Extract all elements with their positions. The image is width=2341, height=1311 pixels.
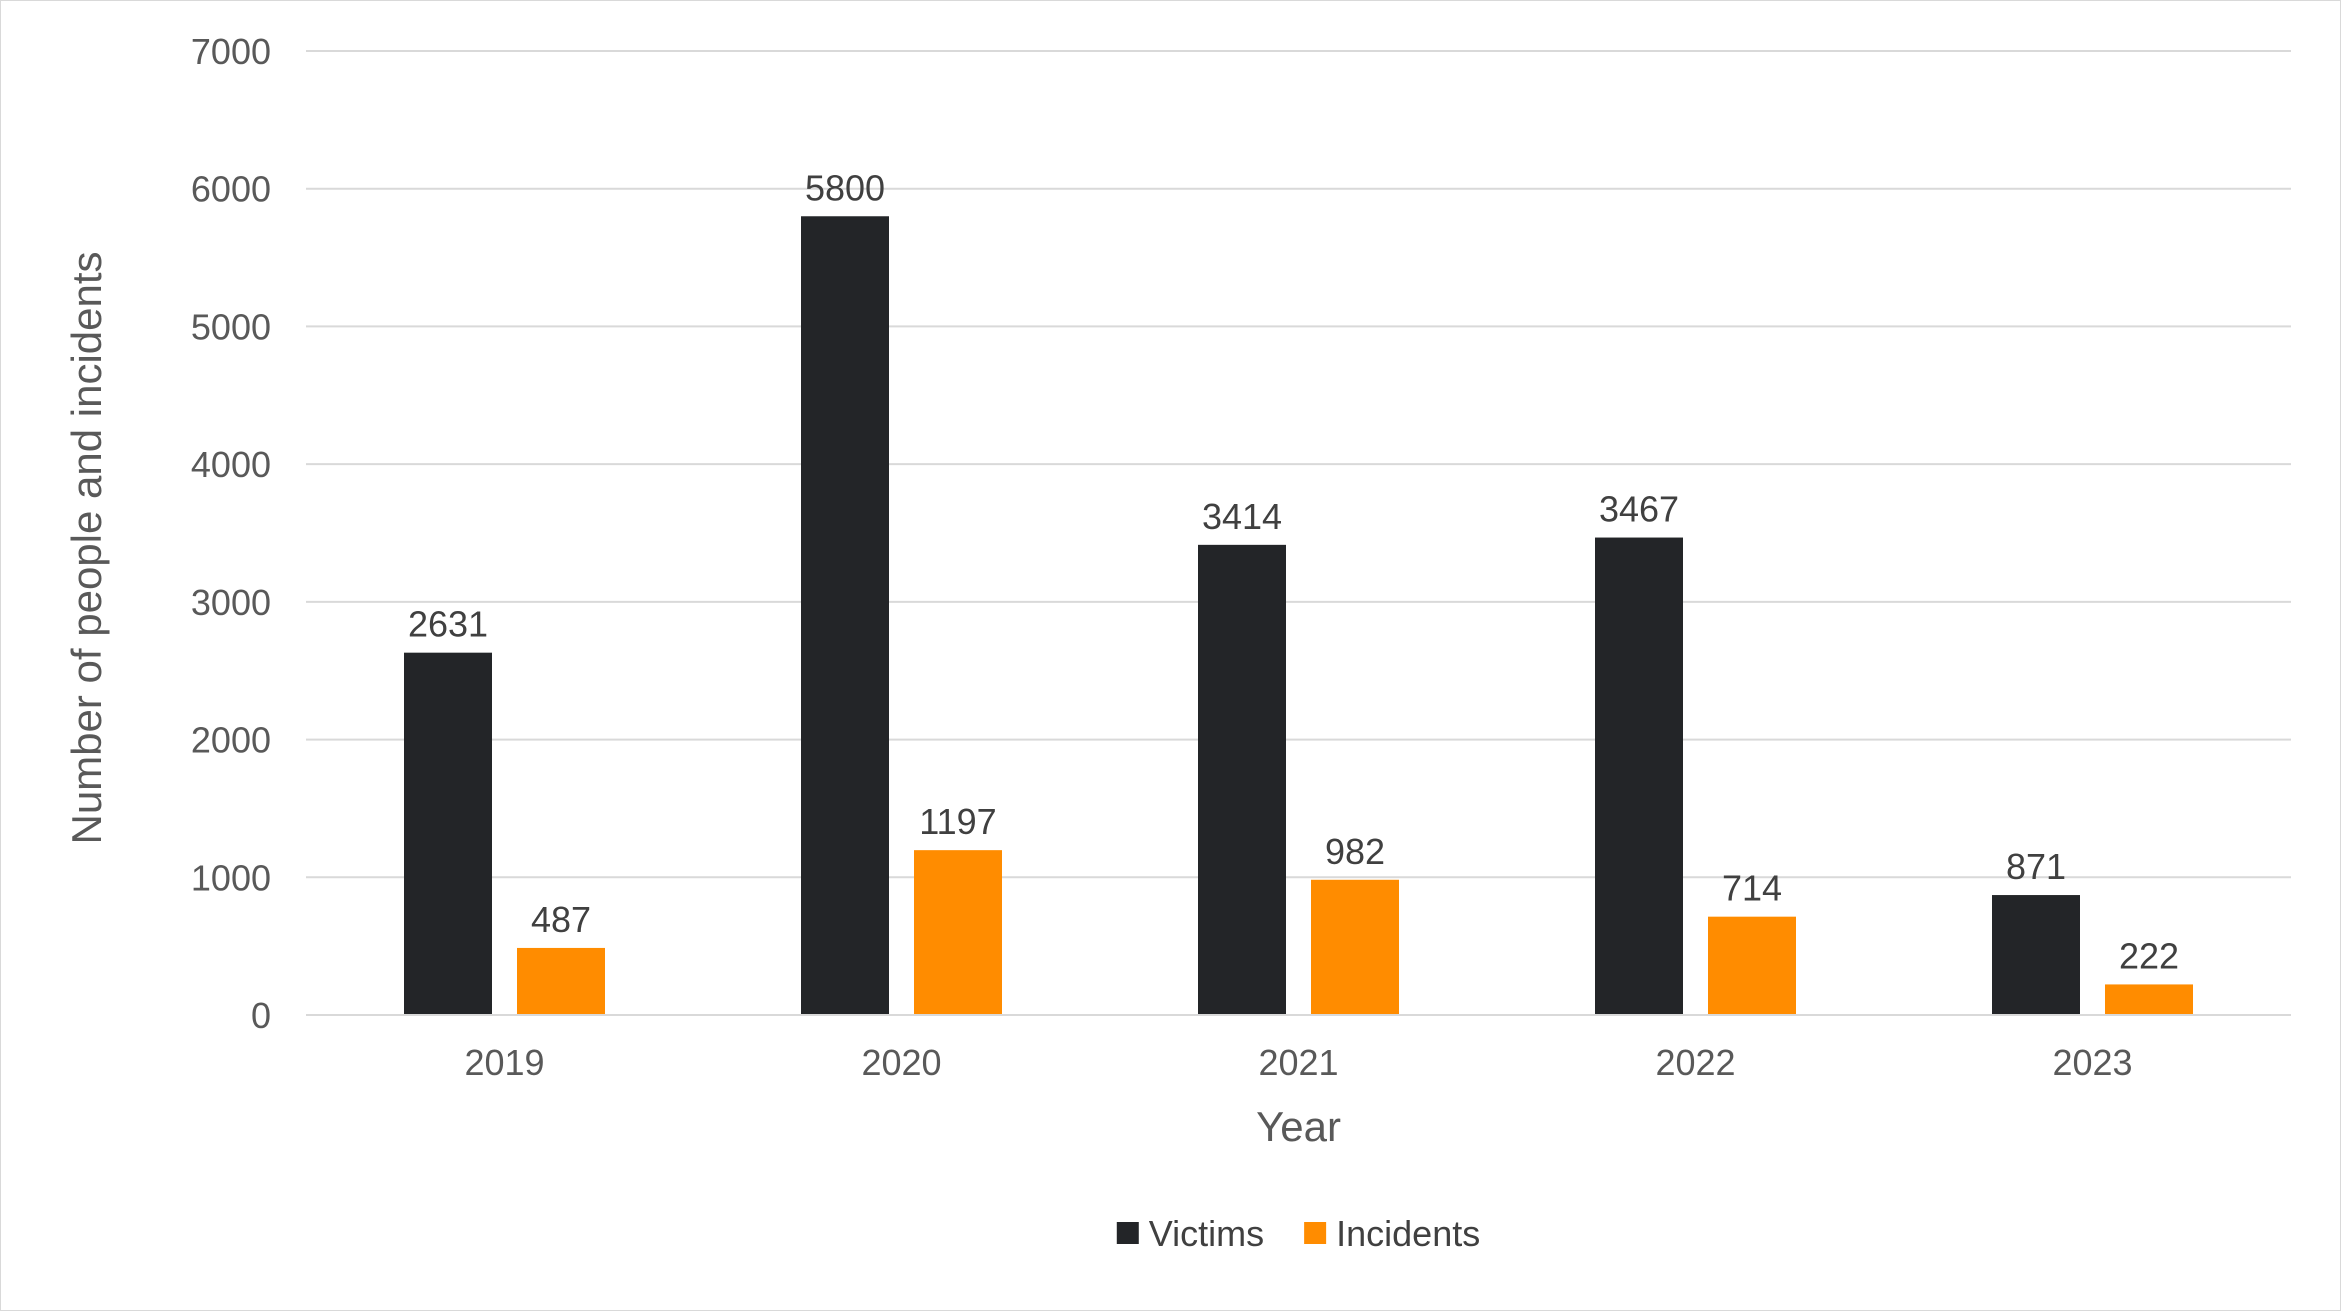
legend-label-victims: Victims bbox=[1149, 1213, 1264, 1254]
data-label: 982 bbox=[1325, 831, 1385, 872]
data-label: 3467 bbox=[1599, 489, 1679, 530]
y-tick-label: 4000 bbox=[191, 444, 271, 485]
bar-victims-2022 bbox=[1595, 537, 1683, 1015]
data-label: 3414 bbox=[1202, 496, 1282, 537]
data-label: 487 bbox=[531, 899, 591, 940]
y-tick-label: 6000 bbox=[191, 169, 271, 210]
y-axis-title: Number of people and incidents bbox=[63, 251, 110, 844]
bar-victims-2019 bbox=[404, 652, 492, 1015]
y-tick-label: 3000 bbox=[191, 582, 271, 623]
bar-victims-2020 bbox=[801, 216, 889, 1015]
legend-swatch-incidents bbox=[1304, 1222, 1327, 1244]
data-label: 714 bbox=[1722, 868, 1782, 909]
data-label: 871 bbox=[2006, 846, 2066, 887]
y-tick-label: 0 bbox=[251, 995, 271, 1036]
gridlines bbox=[306, 50, 2291, 879]
bar-incidents-2021 bbox=[1311, 879, 1399, 1015]
x-axis-title: Year bbox=[1256, 1103, 1341, 1150]
x-axis-tick-labels: 2019 2020 2021 2022 2023 bbox=[464, 1042, 2132, 1083]
data-label: 2631 bbox=[408, 604, 488, 645]
y-tick-label: 7000 bbox=[191, 31, 271, 72]
data-labels: 2631 487 5800 1197 3414 982 3467 714 871 222 bbox=[408, 167, 2179, 976]
legend: Victims Incidents bbox=[1116, 1213, 1480, 1254]
y-tick-label: 1000 bbox=[191, 857, 271, 898]
legend-label-incidents: Incidents bbox=[1336, 1213, 1480, 1254]
legend-swatch-victims bbox=[1116, 1222, 1139, 1244]
bar-incidents-2022 bbox=[1708, 916, 1796, 1015]
x-tick-label: 2021 bbox=[1258, 1042, 1338, 1083]
data-label: 222 bbox=[2119, 935, 2179, 976]
y-axis-tick-labels: 0 1000 2000 3000 4000 5000 6000 7000 bbox=[191, 31, 271, 1036]
x-tick-label: 2023 bbox=[2052, 1042, 2132, 1083]
bar-incidents-2020 bbox=[914, 850, 1002, 1015]
bars bbox=[404, 216, 2193, 1015]
bar-incidents-2019 bbox=[517, 947, 605, 1015]
data-label: 5800 bbox=[805, 167, 885, 208]
y-tick-label: 5000 bbox=[191, 306, 271, 347]
x-tick-label: 2022 bbox=[1655, 1042, 1735, 1083]
bar-victims-2021 bbox=[1198, 544, 1286, 1015]
x-tick-label: 2019 bbox=[464, 1042, 544, 1083]
y-tick-label: 2000 bbox=[191, 720, 271, 761]
data-label: 1197 bbox=[919, 801, 996, 842]
x-tick-label: 2020 bbox=[861, 1042, 941, 1083]
bar-incidents-2023 bbox=[2105, 984, 2193, 1015]
bar-victims-2023 bbox=[1992, 895, 2080, 1015]
